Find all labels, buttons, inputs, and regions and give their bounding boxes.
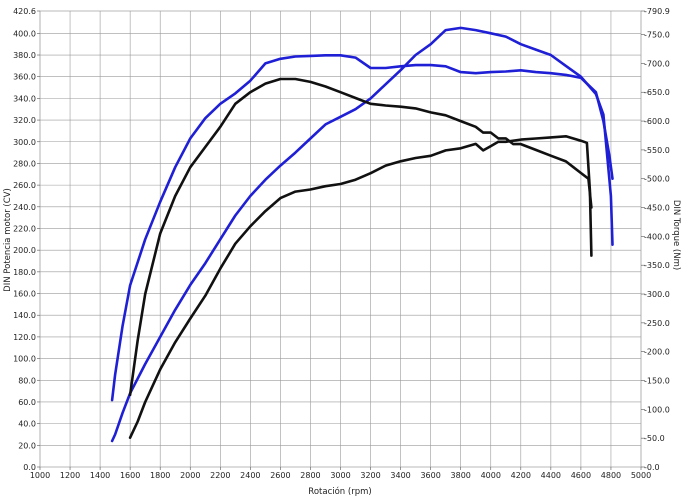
x-tick-label: 1600 — [120, 471, 140, 480]
x-tick-label: 4000 — [481, 471, 501, 480]
y2-tick-label: -150.0 — [644, 377, 670, 386]
y2-tick-label: -790.9 — [644, 7, 670, 16]
y2-tick-label: -0.0 — [644, 463, 660, 472]
y-tick-label: 380.0 — [13, 51, 36, 60]
x-tick-label: 4200 — [511, 471, 531, 480]
y-tick-label: 200.0 — [13, 246, 36, 255]
x-axis-title: Rotación (rpm) — [308, 486, 371, 497]
y-tick-label: 220.0 — [13, 224, 36, 233]
x-tick-label: 1800 — [150, 471, 170, 480]
y2-tick-label: -650.0 — [644, 88, 670, 97]
grid — [39, 10, 642, 468]
y-tick-label: 420.6 — [13, 7, 36, 16]
x-tick-label: 1200 — [60, 471, 80, 480]
y2-tick-label: -700.0 — [644, 59, 670, 68]
series-line-torque-1 — [110, 53, 614, 402]
y-tick-label: 260.0 — [13, 181, 36, 190]
y-tick-label: 360.0 — [13, 73, 36, 82]
y-axis-right-title: DIN Torque (Nm) — [671, 200, 681, 270]
y-axis-left-ticks: 0.0 20.0 40.0 60.0 80.0 100.0 120.0 140.0 160.0 1… — [13, 7, 40, 472]
y2-tick-label: -350.0 — [644, 261, 670, 270]
y-tick-label: 320.0 — [13, 116, 36, 125]
y-tick-label: 300.0 — [13, 138, 36, 147]
y-tick-label: 340.0 — [13, 94, 36, 103]
x-tick-label: 3800 — [451, 471, 471, 480]
y2-tick-label: -100.0 — [644, 405, 670, 414]
y-tick-label: 180.0 — [13, 268, 36, 277]
series-line-torque-3 — [128, 77, 593, 397]
x-tick-label: 3400 — [390, 471, 410, 480]
x-axis-ticks: 1000 1200 1400 1600 1800 2000 2200 2400 2600 2800… — [30, 467, 651, 480]
series-line-power-4 — [128, 135, 593, 440]
series-group — [110, 26, 614, 443]
y2-tick-label: -250.0 — [644, 319, 670, 328]
y-tick-label: 40.0 — [18, 420, 36, 429]
x-tick-label: 3600 — [420, 471, 440, 480]
y-tick-label: 280.0 — [13, 159, 36, 168]
y2-tick-label: -400.0 — [644, 232, 670, 241]
y2-tick-label: -500.0 — [644, 175, 670, 184]
y2-tick-label: -300.0 — [644, 290, 670, 299]
x-tick-label: 2000 — [180, 471, 200, 480]
y-tick-label: 400.0 — [13, 29, 36, 38]
y-tick-label: 120.0 — [13, 333, 36, 342]
y-tick-label: 60.0 — [18, 398, 36, 407]
y-tick-label: 80.0 — [18, 376, 36, 385]
x-tick-label: 2200 — [210, 471, 230, 480]
y2-tick-label: -450.0 — [644, 204, 670, 213]
y-axis-right-ticks: -0.0 -50.0 -100.0 -150.0 -200.0 -250.0 -300.0 -… — [641, 7, 670, 472]
x-tick-label: 1400 — [90, 471, 110, 480]
y-tick-label: 140.0 — [13, 311, 36, 320]
x-tick-label: 2800 — [300, 471, 320, 480]
y-tick-label: 240.0 — [13, 203, 36, 212]
y-tick-label: 20.0 — [18, 441, 36, 450]
y-tick-label: 0.0 — [23, 463, 36, 472]
y-axis-left-title: DIN Potencia motor (CV) — [3, 188, 13, 292]
x-tick-label: 1000 — [30, 471, 50, 480]
x-tick-label: 3000 — [330, 471, 350, 480]
y-tick-label: 100.0 — [13, 355, 36, 364]
y2-tick-label: -50.0 — [644, 434, 665, 443]
x-tick-label: 4400 — [541, 471, 561, 480]
series-line-power-2 — [110, 26, 614, 443]
x-tick-label: 2600 — [270, 471, 290, 480]
x-tick-label: 5000 — [631, 471, 651, 480]
x-tick-label: 4800 — [601, 471, 621, 480]
x-tick-label: 4600 — [571, 471, 591, 480]
y2-tick-label: -600.0 — [644, 117, 670, 126]
y-tick-label: 160.0 — [13, 290, 36, 299]
y2-tick-label: -550.0 — [644, 146, 670, 155]
x-tick-label: 2400 — [240, 471, 260, 480]
x-tick-label: 3200 — [360, 471, 380, 480]
y2-tick-label: -750.0 — [644, 31, 670, 40]
y2-tick-label: -200.0 — [644, 348, 670, 357]
